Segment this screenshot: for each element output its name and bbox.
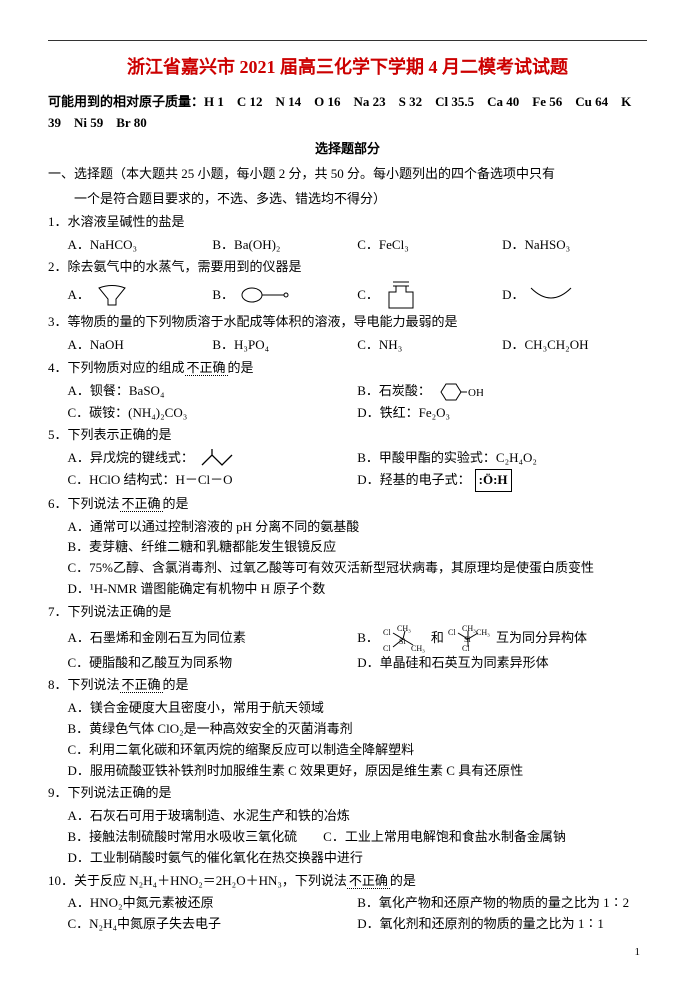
structure-1-icon: Cl CH₃ Cl CH₃ Si <box>383 625 427 653</box>
question-3-options: A．NaOH B．H₃PO₄ C．NH₃ D．CH₃CH₂OH <box>48 335 647 356</box>
q4-opt-a: A．钡餐：BaSO₄ <box>68 381 358 403</box>
q4-opt-b: B．石炭酸： OH <box>357 381 647 403</box>
question-2-options: A． B． C． D． <box>48 280 647 310</box>
q6-opt-b: B．麦芽糖、纤维二糖和乳糖都能发生银镜反应 <box>68 537 648 558</box>
q2-d-label: D． <box>502 285 524 306</box>
structure-2-icon: ClCH₃CH₃ClSi <box>448 625 492 653</box>
svg-text:Cl: Cl <box>448 628 456 637</box>
svg-text:OH: OH <box>468 387 483 399</box>
q1-opt-a: A．NaHCO₃ <box>68 235 213 256</box>
q7-opt-b: B． ClCH₃ClCH₃Si 和 ClCH₃CH₃ClSi 互为同分异构体 <box>357 625 647 653</box>
question-5-stem: 5．下列表示正确的是 <box>48 425 647 446</box>
svg-text:CH₃: CH₃ <box>476 628 490 637</box>
q2-c-label: C． <box>357 285 379 306</box>
q5-opt-b: B．甲酸甲酯的实验式：C₂H₄O₂ <box>357 448 647 469</box>
q2-b-label: B． <box>212 285 234 306</box>
svg-text:Si: Si <box>464 635 471 644</box>
electron-formula-icon: :Ö:H <box>475 469 512 492</box>
q8-opt-c: C．利用二氧化碳和环氧丙烷的缩聚反应可以制造全降解塑料 <box>68 740 648 761</box>
svg-text:Cl: Cl <box>383 644 391 653</box>
atomic-mass-line: 可能用到的相对原子质量：H 1 C 12 N 14 O 16 Na 23 S 3… <box>48 92 647 134</box>
instructions-line2: 一个是符合题目要求的，不选、多选、错选均不得分） <box>48 189 647 210</box>
q3-opt-b: B．H₃PO₄ <box>212 335 357 356</box>
drying-tube-icon <box>383 280 419 310</box>
q5-opt-c: C．HClO 结构式：H－Cl－O <box>68 469 358 492</box>
svg-text:CH₃: CH₃ <box>411 644 425 653</box>
q10-opt-a: A．HNO₂中氮元素被还原 <box>68 893 358 914</box>
q3-opt-a: A．NaOH <box>68 335 213 356</box>
svg-text:Cl: Cl <box>383 628 391 637</box>
question-10-stem: 10．关于反应 N₂H₄＋HNO₂＝2H₂O＋HN₃，下列说法不正确的是 <box>48 871 647 892</box>
q10-opt-d: D．氧化剂和还原剂的物质的量之比为 1∶1 <box>357 914 647 935</box>
svg-text:Si: Si <box>399 637 406 646</box>
separating-funnel-icon <box>238 283 290 307</box>
q8-opt-b: B．黄绿色气体 ClO₂是一种高效安全的灭菌消毒剂 <box>68 719 648 740</box>
question-8-options: A．镁合金硬度大且密度小，常用于航天领域 B．黄绿色气体 ClO₂是一种高效安全… <box>48 698 647 781</box>
q3-opt-d: D．CH₃CH₂OH <box>502 335 647 356</box>
question-3-stem: 3．等物质的量的下列物质溶于水配成等体积的溶液，导电能力最弱的是 <box>48 312 647 333</box>
q8-opt-a: A．镁合金硬度大且密度小，常用于航天领域 <box>68 698 648 719</box>
q7-opt-a: A．石墨烯和金刚石互为同位素 <box>68 625 358 653</box>
question-7-options: A．石墨烯和金刚石互为同位素 B． ClCH₃ClCH₃Si 和 ClCH₃CH… <box>48 625 647 674</box>
q2-a-label: A． <box>68 285 90 306</box>
page-number: 1 <box>635 944 641 962</box>
q4-opt-c: C．碳铵：(NH₄)₂CO₃ <box>68 403 358 424</box>
bondline-icon <box>198 449 248 469</box>
question-9-stem: 9．下列说法正确的是 <box>48 783 647 804</box>
question-4-options: A．钡餐：BaSO₄ B．石炭酸： OH C．碳铵：(NH₄)₂CO₃ D．铁红… <box>48 381 647 424</box>
q7-opt-c: C．硬脂酸和乙酸互为同系物 <box>68 653 358 674</box>
question-9-options: A．石灰石可用于玻璃制造、水泥生产和铁的冶炼 B．接触法制硫酸时常用水吸收三氧化… <box>48 806 647 868</box>
q1-opt-b: B．Ba(OH)₂ <box>212 235 357 256</box>
question-10-options: A．HNO₂中氮元素被还原 B．氧化产物和还原产物的物质的量之比为 1∶2 C．… <box>48 893 647 935</box>
q7-opt-d: D．单晶硅和石英互为同素异形体 <box>357 653 647 674</box>
q10-opt-c: C．N₂H₄中氮原子失去电子 <box>68 914 358 935</box>
q7-b-mid: 和 <box>431 628 444 649</box>
svg-text:CH₃: CH₃ <box>462 625 476 633</box>
question-6-options: A．通常可以通过控制溶液的 pH 分离不同的氨基酸 B．麦芽糖、纤维二糖和乳糖都… <box>48 517 647 600</box>
q5-opt-a: A．异戊烷的键线式： <box>68 448 358 469</box>
question-2-stem: 2．除去氨气中的水蒸气，需要用到的仪器是 <box>48 257 647 278</box>
q1-opt-c: C．FeCl₃ <box>357 235 502 256</box>
question-1-stem: 1．水溶液呈碱性的盐是 <box>48 212 647 233</box>
q7-b-post: 互为同分异构体 <box>496 628 587 649</box>
q1-opt-d: D．NaHSO₃ <box>502 235 647 256</box>
question-1-options: A．NaHCO₃ B．Ba(OH)₂ C．FeCl₃ D．NaHSO₃ <box>48 235 647 256</box>
funnel-icon <box>94 283 130 307</box>
q9-opt-a: A．石灰石可用于玻璃制造、水泥生产和铁的冶炼 <box>68 806 648 827</box>
exam-title: 浙江省嘉兴市 2021 届高三化学下学期 4 月二模考试试题 <box>48 53 647 82</box>
evaporating-dish-icon <box>529 286 573 304</box>
q6-opt-c: C．75%乙醇、含氯消毒剂、过氧乙酸等可有效灭活新型冠状病毒，其原理均是使蛋白质… <box>68 558 648 579</box>
q6-opt-a: A．通常可以通过控制溶液的 pH 分离不同的氨基酸 <box>68 517 648 538</box>
section-heading: 选择题部分 <box>48 139 647 160</box>
q4-opt-d: D．铁红：Fe₂O₃ <box>357 403 647 424</box>
question-4-stem: 4．下列物质对应的组成不正确的是 <box>48 358 647 379</box>
q8-opt-d: D．服用硫酸亚铁补铁剂时加服维生素 C 效果更好，原因是维生素 C 具有还原性 <box>68 761 648 782</box>
q2-opt-d: D． <box>502 280 647 310</box>
q6-opt-d: D．¹H-NMR 谱图能确定有机物中 H 原子个数 <box>68 579 648 600</box>
top-rule <box>48 40 647 41</box>
question-5-options: A．异戊烷的键线式： B．甲酸甲酯的实验式：C₂H₄O₂ C．HClO 结构式：… <box>48 448 647 492</box>
svg-text:CH₃: CH₃ <box>397 625 411 633</box>
q9-opt-d: D．工业制硝酸时氨气的催化氧化在热交换器中进行 <box>68 848 648 869</box>
q2-opt-c: C． <box>357 280 502 310</box>
instructions-line1: 一、选择题（本大题共 25 小题，每小题 2 分，共 50 分。每小题列出的四个… <box>48 164 647 185</box>
q2-opt-b: B． <box>212 280 357 310</box>
question-8-stem: 8．下列说法不正确的是 <box>48 675 647 696</box>
q10-opt-b: B．氧化产物和还原产物的物质的量之比为 1∶2 <box>357 893 647 914</box>
q5-a-label: A．异戊烷的键线式： <box>68 448 194 469</box>
benzene-oh-icon: OH <box>435 381 483 403</box>
q9-opt-b: B．接触法制硫酸时常用水吸收三氧化硫 C．工业上常用电解饱和食盐水制备金属钠 <box>68 827 648 848</box>
q5-d-label: D．羟基的电子式： <box>357 470 470 491</box>
question-7-stem: 7．下列说法正确的是 <box>48 602 647 623</box>
q3-opt-c: C．NH₃ <box>357 335 502 356</box>
q4-b-label: B．石炭酸： <box>357 381 431 402</box>
q7-b-pre: B． <box>357 628 379 649</box>
q5-opt-d: D．羟基的电子式： :Ö:H <box>357 469 647 492</box>
atomic-label: 可能用到的相对原子质量： <box>48 94 204 109</box>
q2-opt-a: A． <box>68 280 213 310</box>
svg-text:Cl: Cl <box>462 644 470 653</box>
question-6-stem: 6．下列说法不正确的是 <box>48 494 647 515</box>
